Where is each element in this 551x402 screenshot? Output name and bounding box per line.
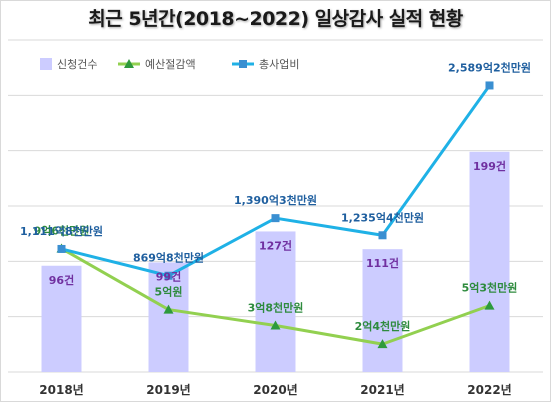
bar-2018년 <box>41 265 82 372</box>
chart-title: 최근 5년간(2018~2022) 일상감사 실적 현황 <box>88 8 463 30</box>
bar-label-2019년: 99건 <box>156 269 181 283</box>
legend-bar-swatch <box>40 58 52 70</box>
total-project-cost-label-2021년: 1,235억4천만원 <box>341 210 424 224</box>
budget-savings-point-2021년 <box>377 339 388 349</box>
budget-savings-label-2018년: 9억6천만원 <box>34 224 90 238</box>
total-project-cost-point-2019년 <box>164 271 173 280</box>
bar-2022년 <box>469 151 510 372</box>
legend-label-applications: 신청건수 <box>57 58 97 71</box>
legend-label-budget-savings: 예산절감액 <box>145 58 196 71</box>
x-tick-label: 2018년 <box>39 383 83 397</box>
legend-blue-marker <box>239 60 247 68</box>
bar-2019년 <box>148 262 189 372</box>
budget-savings-point-2020년 <box>270 320 281 330</box>
x-tick-label: 2021년 <box>360 383 404 397</box>
total-project-cost-point-2021년 <box>378 231 387 240</box>
total-project-cost-point-2018년 <box>57 244 66 253</box>
x-tick-label: 2020년 <box>253 383 297 397</box>
legend: 신청건수 예산절감액 총사업비 <box>40 58 299 71</box>
x-axis: 2018년 2019년 2020년 2021년 2022년 <box>39 383 511 397</box>
total-project-cost-point-2022년 <box>485 81 494 90</box>
x-tick-label: 2019년 <box>146 383 190 397</box>
budget-savings-label-2020년: 3억8천만원 <box>248 301 304 315</box>
total-project-cost-label-2022년: 2,589억2천만원 <box>448 60 531 74</box>
budget-savings-label-2022년: 5억3천만원 <box>462 281 518 295</box>
bar-label-2020년: 127건 <box>259 238 292 252</box>
x-tick-label: 2022년 <box>467 383 511 397</box>
budget-savings-label-2021년: 2억4천만원 <box>355 319 411 333</box>
legend-label-total-project-cost: 총사업비 <box>259 58 299 71</box>
budget-savings-point-2019년 <box>163 304 174 314</box>
bar-label-2021년: 111건 <box>366 256 399 270</box>
total-project-cost-label-2020년: 1,390억3천만원 <box>234 193 317 207</box>
budget-savings-point-2022년 <box>484 300 495 310</box>
bar-label-2022년: 199건 <box>473 159 506 173</box>
legend-green-marker <box>124 59 134 68</box>
total-project-cost-point-2020년 <box>271 214 280 223</box>
total-project-cost-label-2019년: 869억8천만원 <box>133 251 204 265</box>
bar-label-2018년: 96건 <box>49 273 74 287</box>
line-series <box>56 81 495 349</box>
budget-savings-label-2019년: 5억원 <box>155 285 183 299</box>
bar-series <box>41 151 510 372</box>
bar-2021년 <box>362 249 403 372</box>
bar-2020년 <box>255 231 296 372</box>
data-labels: 96건 99건 127건 111건 199건 9억6천만원 5억원 3억8천만원 2억4천만원 5… <box>20 60 531 333</box>
total-project-cost-label-2018년: 1,111억8천만원 <box>20 224 103 238</box>
